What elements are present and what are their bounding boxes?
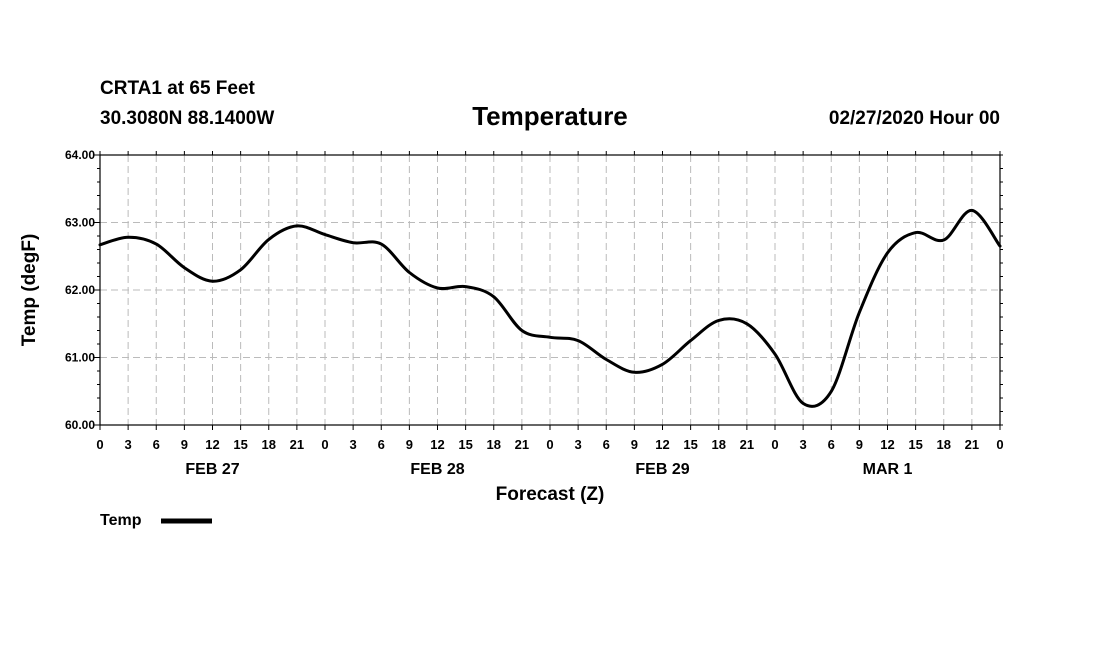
axis-ticks <box>94 151 1003 430</box>
issued-label: 02/27/2020 Hour 00 <box>829 108 1000 129</box>
x-tick-label: 18 <box>262 437 276 452</box>
x-tick-label: 21 <box>740 437 754 452</box>
y-tick-label: 63.00 <box>65 216 95 230</box>
x-tick-label: 9 <box>406 437 413 452</box>
day-label: MAR 1 <box>863 461 913 478</box>
x-tick-label: 15 <box>233 437 247 452</box>
legend-label-temp: Temp <box>100 512 142 529</box>
y-tick-label: 64.00 <box>65 148 95 162</box>
x-tick-label: 0 <box>321 437 328 452</box>
x-tick-label: 3 <box>125 437 132 452</box>
day-label: FEB 28 <box>410 461 464 478</box>
x-tick-label: 0 <box>996 437 1003 452</box>
x-tick-label: 0 <box>96 437 103 452</box>
x-tick-label: 3 <box>575 437 582 452</box>
x-tick-label: 15 <box>683 437 697 452</box>
x-tick-label: 12 <box>205 437 219 452</box>
x-tick-label: 9 <box>181 437 188 452</box>
x-tick-label: 21 <box>965 437 979 452</box>
station-label: CRTA1 at 65 Feet <box>100 78 256 99</box>
x-tick-label: 15 <box>458 437 472 452</box>
temp-series-line <box>98 208 1002 408</box>
x-tick-label: 18 <box>712 437 726 452</box>
x-tick-label: 6 <box>603 437 610 452</box>
x-tick-labels: 0 3 6 9 12 15 18 21 0 3 6 9 12 15 18 21 0 3 6 9 12 15 18 21 0 3 6 9… <box>96 437 1003 452</box>
day-labels: FEB 27 FEB 28 FEB 29 MAR 1 <box>185 461 912 478</box>
grid-lines <box>100 155 1000 425</box>
x-tick-label: 6 <box>153 437 160 452</box>
legend: Temp <box>100 512 212 529</box>
y-tick-label: 61.00 <box>65 351 95 365</box>
y-axis-label: Temp (degF) <box>19 234 40 347</box>
x-tick-label: 15 <box>908 437 922 452</box>
x-tick-label: 6 <box>378 437 385 452</box>
x-tick-label: 12 <box>430 437 444 452</box>
y-tick-label: 60.00 <box>65 418 95 432</box>
x-tick-label: 21 <box>515 437 529 452</box>
x-tick-label: 9 <box>856 437 863 452</box>
x-tick-label: 3 <box>800 437 807 452</box>
x-tick-label: 0 <box>546 437 553 452</box>
x-tick-label: 21 <box>290 437 304 452</box>
x-tick-label: 0 <box>771 437 778 452</box>
x-tick-label: 18 <box>487 437 501 452</box>
plot-frame <box>99 154 1001 426</box>
x-tick-label: 6 <box>828 437 835 452</box>
chart-title: Temperature <box>472 101 628 131</box>
day-label: FEB 27 <box>185 461 239 478</box>
x-tick-label: 18 <box>937 437 951 452</box>
y-tick-labels: 60.00 61.00 62.00 63.00 64.00 <box>65 148 95 432</box>
x-tick-label: 12 <box>655 437 669 452</box>
x-tick-label: 3 <box>350 437 357 452</box>
x-tick-label: 9 <box>631 437 638 452</box>
day-label: FEB 29 <box>635 461 689 478</box>
y-tick-label: 62.00 <box>65 283 95 297</box>
coords-label: 30.3080N 88.1400W <box>100 108 274 129</box>
x-axis-label: Forecast (Z) <box>496 484 605 505</box>
x-tick-label: 12 <box>880 437 894 452</box>
